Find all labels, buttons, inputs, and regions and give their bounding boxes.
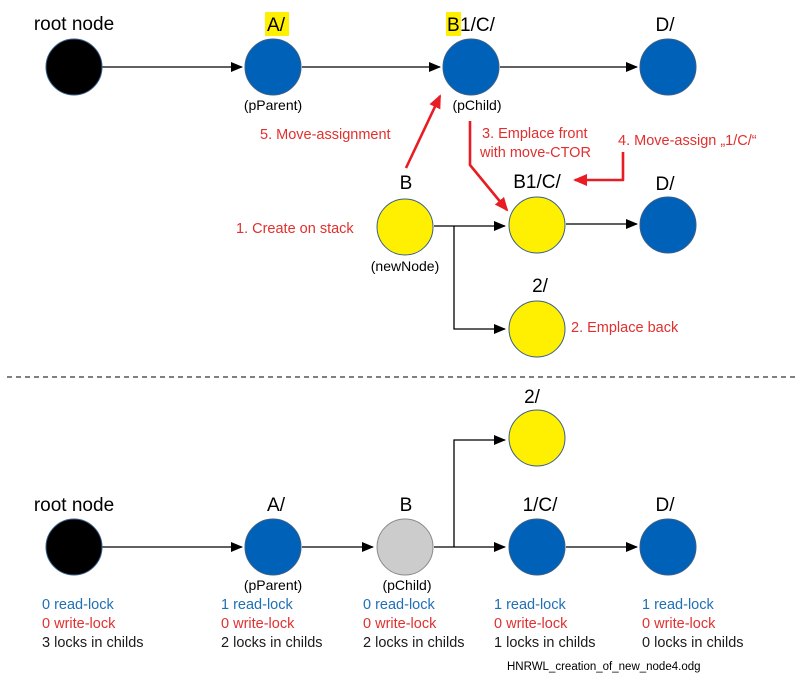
read-lock-text: 1 read-lock	[494, 597, 566, 613]
write-lock-text: 0 write-lock	[642, 616, 716, 632]
top-d2-node	[639, 196, 697, 254]
step5-label: 5. Move-assignment	[260, 127, 391, 143]
bottom-d-node	[639, 518, 697, 576]
bottom-b-label: B	[400, 495, 413, 516]
bottom-1c-node	[508, 518, 566, 576]
top-b-label-rest: 1/C/	[460, 15, 496, 36]
step3-label-line1: 3. Emplace front	[482, 126, 588, 142]
top-edges	[102, 62, 638, 334]
lock-stats-b: 0 read-lock 0 write-lock 2 locks in chil…	[363, 597, 465, 651]
bottom-a-node	[244, 518, 302, 576]
top-two-label: 2/	[532, 276, 549, 297]
top-d-label: D/	[656, 15, 676, 36]
bottom-pparent-label: (pParent)	[244, 577, 302, 593]
top-two-node	[508, 300, 566, 358]
read-lock-text: 1 read-lock	[221, 597, 293, 613]
bottom-two-node	[508, 409, 566, 467]
top-root-label: root node	[34, 14, 114, 35]
top-a-label: A/	[267, 15, 286, 36]
top-d-node	[639, 38, 697, 96]
step3-label-line2: with move-CTOR	[479, 145, 591, 161]
bottom-two-label: 2/	[524, 387, 541, 408]
bottom-a-label: A/	[267, 495, 286, 516]
arrow-step5	[404, 94, 442, 169]
top-root-node	[45, 38, 103, 96]
highlight-b	[446, 12, 461, 36]
top-b-node	[376, 198, 434, 256]
locks-in-childs-text: 0 locks in childs	[642, 635, 744, 651]
top-b1c-node	[442, 38, 500, 96]
write-lock-text: 0 write-lock	[363, 616, 437, 632]
top-a-node	[244, 38, 302, 96]
top-pchild-label: (pChild)	[452, 97, 501, 113]
step1-label: 1. Create on stack	[236, 221, 354, 237]
bottom-edges	[102, 435, 638, 552]
bottom-root-node	[45, 518, 103, 576]
step4-label: 4. Move-assign „1/C/“	[618, 133, 757, 149]
bottom-root-label: root node	[34, 495, 114, 516]
bottom-d-label: D/	[656, 495, 676, 516]
top-b-label-first: B	[447, 15, 460, 36]
write-lock-text: 0 write-lock	[221, 616, 295, 632]
locks-in-childs-text: 3 locks in childs	[42, 635, 144, 651]
top-d2-label: D/	[656, 174, 676, 195]
write-lock-text: 0 write-lock	[42, 616, 116, 632]
top-newnode-label: (newNode)	[371, 258, 439, 274]
arrow-step4	[573, 152, 625, 186]
edge-b-two	[453, 226, 506, 334]
locks-in-childs-text: 2 locks in childs	[221, 635, 323, 651]
top-b1c-new-node	[508, 196, 566, 254]
bottom-b-node	[376, 518, 434, 576]
write-lock-text: 0 write-lock	[494, 616, 568, 632]
red-arrows	[404, 94, 625, 212]
read-lock-text: 0 read-lock	[42, 597, 114, 613]
filename-label: HNRWL_creation_of_new_node4.odg	[507, 661, 701, 673]
bottom-pchild-label: (pChild)	[382, 577, 431, 593]
top-pparent-label: (pParent)	[244, 97, 302, 113]
arrow-step3	[468, 121, 509, 212]
step2-label: 2. Emplace back	[571, 320, 679, 336]
highlight-a	[265, 12, 289, 36]
lock-stats-root: 0 read-lock 0 write-lock 3 locks in chil…	[42, 597, 144, 651]
read-lock-text: 0 read-lock	[363, 597, 435, 613]
locks-in-childs-text: 1 locks in childs	[494, 635, 596, 651]
read-lock-text: 1 read-lock	[642, 597, 714, 613]
lock-stats-a: 1 read-lock 0 write-lock 2 locks in chil…	[221, 597, 323, 651]
locks-in-childs-text: 2 locks in childs	[363, 635, 465, 651]
bottom-1c-label: 1/C/	[523, 495, 559, 516]
lock-stats-d: 1 read-lock 0 write-lock 0 locks in chil…	[642, 597, 744, 651]
edge-bottom-b-two	[453, 435, 506, 547]
top-b1c-label: B1/C/	[513, 172, 561, 193]
top-b-node-label: B	[400, 173, 413, 194]
lock-stats-1c: 1 read-lock 0 write-lock 1 locks in chil…	[494, 597, 596, 651]
